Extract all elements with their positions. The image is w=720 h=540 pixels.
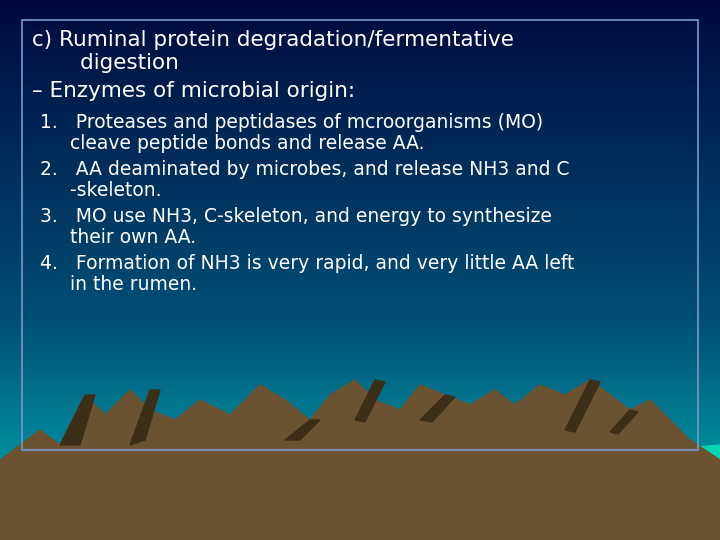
Polygon shape <box>565 380 600 432</box>
Text: their own AA.: their own AA. <box>40 228 196 247</box>
Polygon shape <box>0 380 720 540</box>
Polygon shape <box>60 395 95 445</box>
Polygon shape <box>130 390 160 445</box>
Text: digestion: digestion <box>32 53 179 73</box>
Text: 2.   AA deaminated by microbes, and release NH3 and C: 2. AA deaminated by microbes, and releas… <box>40 160 570 179</box>
Polygon shape <box>285 420 320 440</box>
Text: -skeleton.: -skeleton. <box>40 181 161 200</box>
Text: in the rumen.: in the rumen. <box>40 275 197 294</box>
Polygon shape <box>610 410 638 434</box>
Text: 4.   Formation of NH3 is very rapid, and very little AA left: 4. Formation of NH3 is very rapid, and v… <box>40 254 575 273</box>
Polygon shape <box>420 395 455 422</box>
Polygon shape <box>560 445 720 540</box>
Text: 3.   MO use NH3, C-skeleton, and energy to synthesize: 3. MO use NH3, C-skeleton, and energy to… <box>40 207 552 226</box>
Text: cleave peptide bonds and release AA.: cleave peptide bonds and release AA. <box>40 134 425 153</box>
Text: c) Ruminal protein degradation/fermentative: c) Ruminal protein degradation/fermentat… <box>32 30 514 50</box>
Text: 1.   Proteases and peptidases of mcroorganisms (MO): 1. Proteases and peptidases of mcroorgan… <box>40 113 543 132</box>
Text: – Enzymes of microbial origin:: – Enzymes of microbial origin: <box>32 81 355 101</box>
Polygon shape <box>355 380 385 422</box>
